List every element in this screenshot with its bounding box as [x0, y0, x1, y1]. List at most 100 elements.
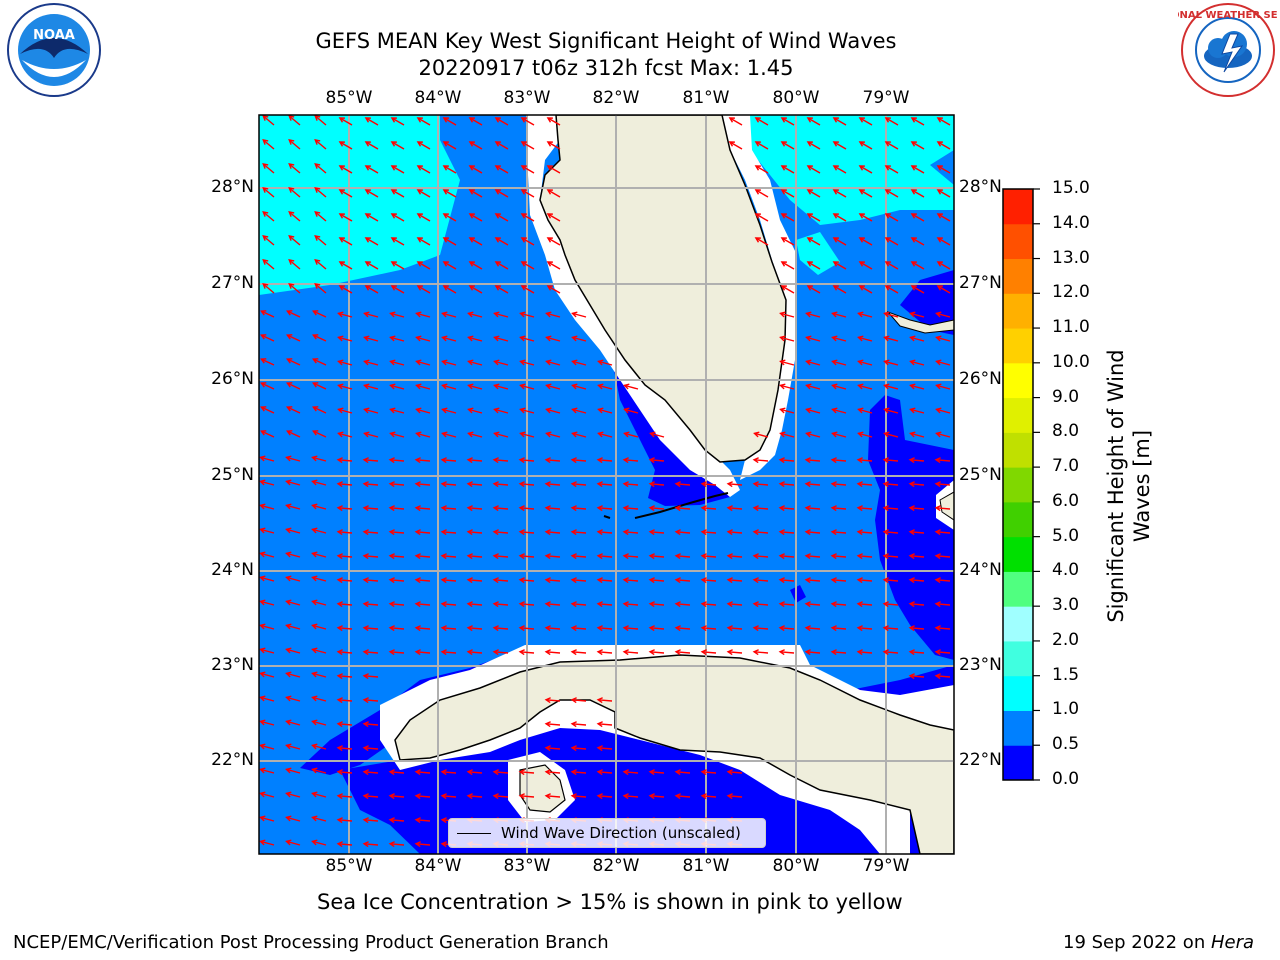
wave-arrow-head	[314, 163, 321, 169]
wave-arrow-head	[262, 259, 269, 265]
wave-arrow-head	[259, 839, 266, 846]
wave-arrow	[442, 408, 457, 414]
wave-arrow	[415, 627, 431, 630]
wave-arrow	[858, 312, 873, 318]
wave-arrow	[779, 483, 795, 486]
wave-arrow	[443, 213, 457, 222]
wave-arrow-head	[545, 383, 552, 390]
wave-arrow-head	[830, 649, 837, 656]
wave-arrow	[805, 507, 821, 510]
wave-arrow	[416, 312, 431, 318]
wave-arrow	[780, 336, 795, 342]
wave-arrow	[547, 285, 561, 294]
wave-arrow	[467, 627, 483, 630]
wave-arrow-head	[597, 431, 604, 438]
wave-arrow	[262, 283, 275, 294]
wave-arrow	[415, 483, 431, 486]
wave-arrow	[937, 165, 951, 174]
wave-arrow-head	[856, 577, 863, 584]
wave-arrow-head	[259, 358, 267, 364]
colorbar-tick-label: 12.0	[1052, 282, 1090, 303]
wave-arrow-head	[336, 529, 343, 536]
wave-arrow-head	[467, 383, 474, 390]
wave-arrow-head	[492, 577, 499, 584]
wave-arrow	[364, 360, 379, 366]
wave-arrow-head	[544, 697, 551, 704]
wave-arrow	[779, 459, 795, 462]
colorbar-tick-marks	[1033, 188, 1040, 781]
wave-arrow	[495, 165, 509, 174]
date-machine: Hera	[1210, 932, 1254, 953]
wave-arrow	[571, 747, 587, 750]
wave-arrow-head	[544, 625, 551, 632]
wave-arrow-head	[518, 625, 525, 632]
wave-arrow	[805, 651, 821, 654]
wave-arrow-head	[493, 359, 500, 366]
wave-arrow-head	[416, 189, 423, 195]
wave-arrow-head	[414, 649, 421, 656]
wave-arrow-head	[726, 577, 733, 584]
wave-arrow-head	[311, 334, 319, 340]
wave-arrow	[415, 843, 431, 846]
wave-arrow-head	[935, 335, 942, 342]
wave-arrow-head	[909, 359, 916, 366]
wave-arrow-head	[596, 625, 603, 632]
wave-arrow-head	[936, 165, 943, 171]
colorbar-segment	[1003, 293, 1033, 329]
wave-arrow	[833, 165, 847, 174]
wave-arrow-head	[520, 213, 527, 219]
wave-arrow-head	[596, 529, 603, 536]
wave-arrow	[911, 237, 925, 246]
wave-arrow-head	[597, 359, 604, 366]
wave-arrow	[857, 555, 873, 558]
wave-arrow	[415, 459, 431, 462]
wave-arrow	[288, 187, 301, 198]
wave-arrow-head	[726, 601, 733, 608]
wave-arrow-head	[804, 481, 811, 488]
wave-arrow-head	[362, 649, 369, 656]
lat-label-left: 25°N	[211, 465, 254, 485]
wave-arrow-head	[596, 793, 603, 800]
wave-arrow	[363, 555, 379, 558]
wave-arrow	[831, 579, 847, 582]
nws-logo-icon: NATIONAL WEATHER SERVICE	[1178, 3, 1278, 97]
lon-label-bottom: 85°W	[325, 856, 373, 876]
wave-arrow	[545, 555, 561, 558]
wave-arrow	[623, 531, 639, 534]
wave-arrow	[911, 141, 925, 150]
wave-arrow	[416, 432, 431, 438]
wave-arrow-head	[856, 601, 863, 608]
wave-arrow-head	[492, 457, 499, 464]
wave-arrow-head	[779, 311, 786, 318]
wave-arrow-head	[910, 213, 917, 219]
wave-arrow-head	[467, 311, 474, 318]
wave-arrow	[365, 141, 379, 150]
wave-arrow	[443, 117, 457, 126]
wave-arrow-head	[544, 769, 551, 776]
wave-arrow-head	[936, 213, 943, 219]
wave-arrow-head	[804, 649, 811, 656]
wave-arrow	[521, 237, 535, 246]
wave-arrow	[363, 651, 379, 654]
wave-arrow	[753, 627, 769, 630]
wave-arrow-head	[311, 671, 318, 678]
wave-arrow	[937, 261, 951, 270]
wave-arrow-head	[494, 165, 501, 171]
wave-arrow-head	[728, 141, 735, 147]
wave-arrow-head	[390, 117, 397, 123]
wave-arrow	[468, 432, 483, 438]
land-florida	[539, 115, 787, 463]
wave-arrow	[545, 459, 561, 462]
wave-arrow-head	[884, 285, 891, 291]
wave-arrow-head	[934, 481, 941, 488]
wave-arrow-head	[571, 335, 578, 342]
wave-arrow-head	[518, 577, 525, 584]
wave-arrow	[545, 795, 561, 798]
wave-arrow	[909, 675, 925, 678]
wave-arrow-head	[363, 359, 370, 366]
lon-label-top: 82°W	[592, 88, 640, 108]
wave-arrow-head	[285, 334, 293, 340]
wave-arrow-head	[622, 577, 629, 584]
wave-arrow	[857, 531, 873, 534]
wave-arrow-head	[518, 553, 525, 560]
